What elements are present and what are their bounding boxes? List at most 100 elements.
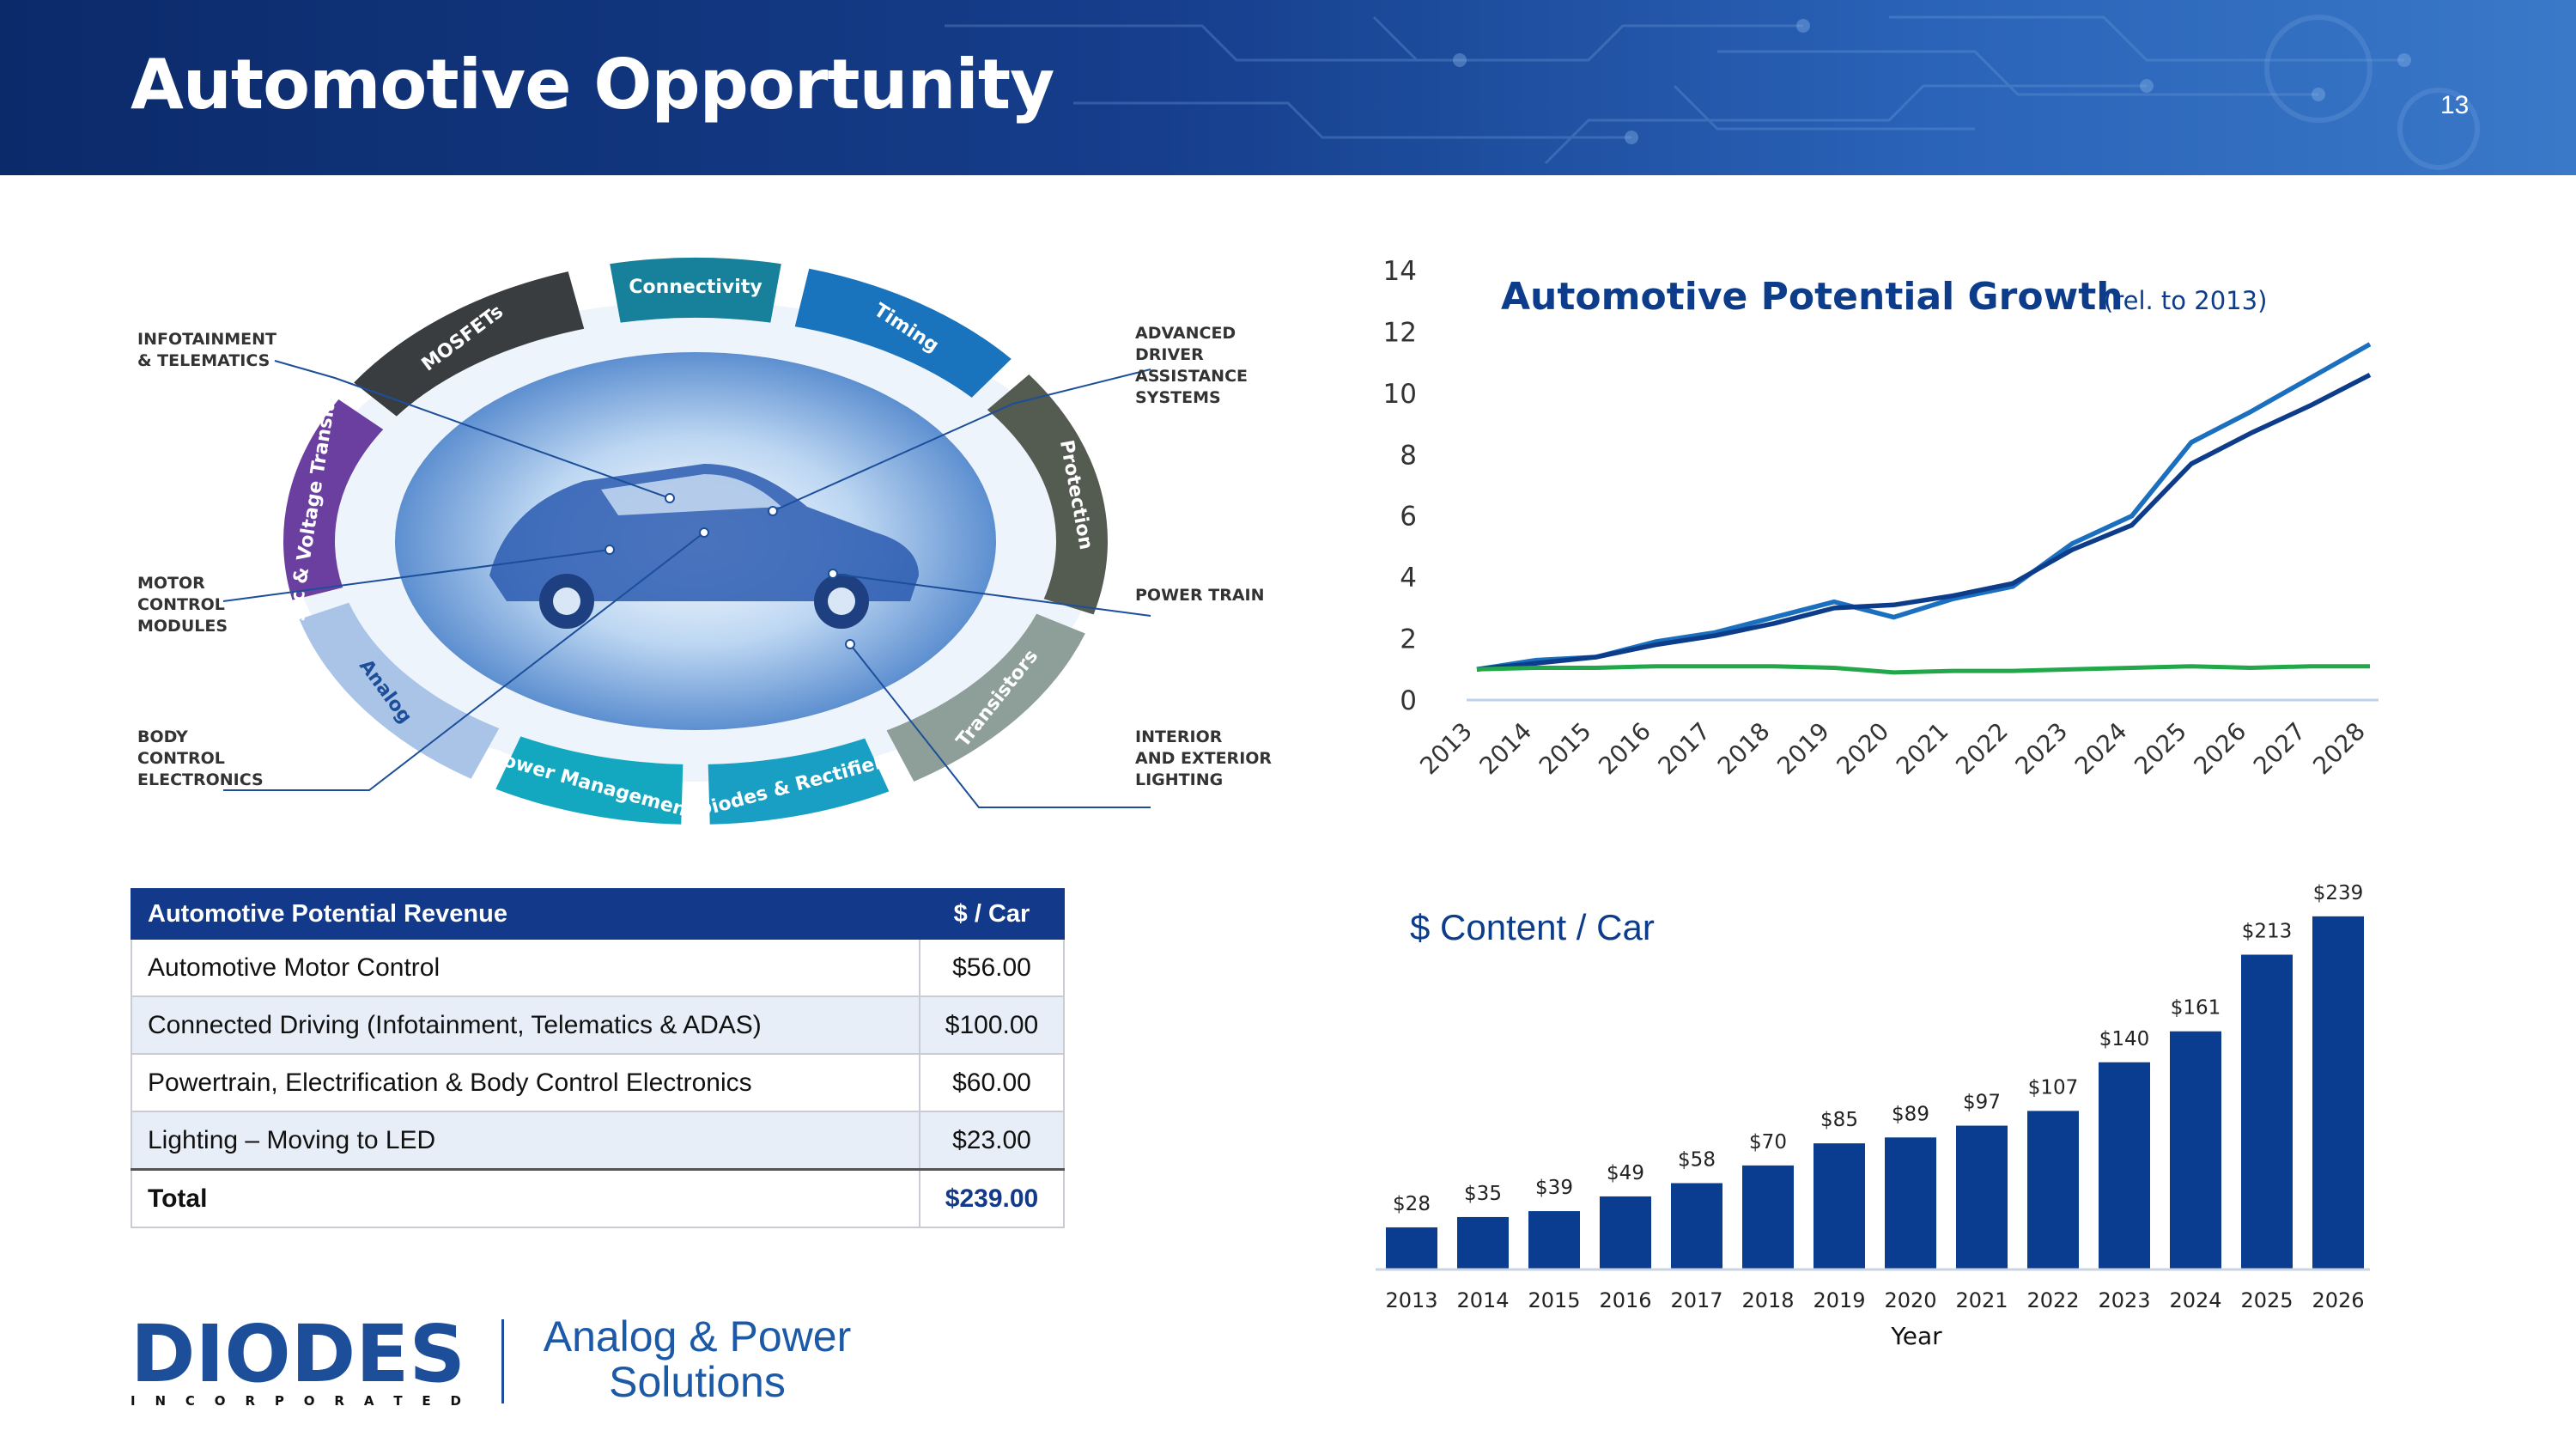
x-tick-label: 2020: [1884, 1288, 1936, 1312]
logo-brand: DIODES: [131, 1314, 465, 1400]
logo-separator: [501, 1319, 504, 1403]
x-tick-label: 2020: [1832, 717, 1895, 781]
revenue-table: Automotive Potential Revenue $ / Car Aut…: [131, 888, 1065, 1228]
tagline-line-2: Solutions: [609, 1358, 786, 1406]
wheel-label-connectivity: Connectivity: [629, 277, 762, 298]
table-row: Automotive Motor Control $56.00: [131, 938, 1065, 997]
growth-chart-subtitle: (rel. to 2013): [2104, 286, 2267, 315]
x-tick-label: 2021: [1891, 717, 1954, 781]
callout-powertrain: POWER TRAIN: [1135, 586, 1265, 605]
y-tick-label: 6: [1400, 502, 1417, 533]
bar-data-label: $49: [1607, 1162, 1644, 1184]
content-chart-xlabel: Year: [1890, 1322, 1942, 1350]
x-tick-label: 2023: [2010, 717, 2074, 781]
x-tick-label: 2024: [2169, 1288, 2221, 1312]
bar-data-label: $89: [1892, 1103, 1929, 1125]
row-name: Connected Driving (Infotainment, Telemat…: [131, 995, 920, 1055]
revenue-header-name: Automotive Potential Revenue: [131, 888, 920, 940]
bar: [1386, 1227, 1437, 1269]
bar: [1814, 1143, 1865, 1269]
table-row: Lighting – Moving to LED $23.00: [131, 1111, 1065, 1171]
wheel-segment-transistors: [886, 613, 1085, 782]
page-number: 13: [2440, 91, 2470, 119]
x-tick-label: 2023: [2098, 1288, 2150, 1312]
y-tick-label: 8: [1400, 440, 1417, 471]
slide-title: Automotive Opportunity: [131, 45, 1054, 125]
callout-body-control: BODY CONTROL ELECTRONICS: [137, 728, 264, 789]
growth-line-chart: Automotive Potential Growth (rel. to 201…: [1383, 256, 2379, 781]
bar-data-label: $35: [1464, 1183, 1502, 1205]
callout-motor-control: MOTOR CONTROL MODULES: [137, 574, 228, 636]
bar-data-label: $107: [2028, 1076, 2079, 1099]
x-tick-label: 2017: [1653, 717, 1716, 781]
slide-header: Automotive Opportunity 13: [0, 0, 2576, 175]
bar-data-label: $213: [2242, 920, 2293, 942]
bar-data-label: $58: [1678, 1148, 1716, 1171]
x-tick-label: 2022: [1950, 717, 2014, 781]
callout-adas: ADVANCED DRIVER ASSISTANCE SYSTEMS: [1135, 324, 1248, 407]
x-tick-label: 2025: [2129, 717, 2192, 781]
table-row: Connected Driving (Infotainment, Telemat…: [131, 995, 1065, 1055]
series-line-2: [1476, 372, 2372, 673]
x-tick-label: 2024: [2069, 717, 2133, 781]
callout-lines: [222, 360, 1151, 808]
callout-infotainment: INFOTAINMENT & TELEMATICS: [137, 330, 277, 370]
y-tick-label: 2: [1400, 624, 1417, 655]
bar: [2099, 1062, 2150, 1269]
x-tick-label: 2021: [1955, 1288, 2008, 1312]
row-value: $60.00: [919, 1053, 1065, 1112]
x-tick-label: 2026: [2312, 1288, 2364, 1312]
tagline: Analog & Power Solutions: [534, 1314, 860, 1405]
y-tick-label: 14: [1383, 256, 1417, 287]
bar: [1528, 1211, 1580, 1269]
bar-data-label: $39: [1535, 1177, 1573, 1199]
bar-data-label: $140: [2099, 1028, 2150, 1050]
bar-data-label: $161: [2171, 997, 2221, 1020]
x-tick-label: 2016: [1599, 1288, 1651, 1312]
series-line-1: [1476, 342, 2372, 673]
row-name: Lighting – Moving to LED: [131, 1111, 920, 1171]
x-tick-label: 2019: [1771, 717, 1835, 781]
bar: [1885, 1137, 1936, 1269]
x-tick-label: 2018: [1712, 717, 1776, 781]
revenue-header-value: $ / Car: [919, 888, 1065, 940]
wheel-segment-logic: [283, 399, 384, 600]
bar-data-label: $85: [1820, 1109, 1858, 1131]
product-wheel-diagram: ConnectivityTimingProtectionTransistorsD…: [222, 258, 1151, 825]
x-tick-label: 2013: [1385, 1288, 1437, 1312]
bar: [2312, 916, 2364, 1269]
bar: [1742, 1165, 1794, 1269]
x-tick-label: 2028: [2307, 717, 2371, 781]
wheel-segment-diodes: [708, 738, 890, 825]
wheel-segment-connectivity: [610, 258, 781, 323]
bar-data-label: $28: [1393, 1193, 1431, 1215]
series-line-3: [1476, 664, 2370, 675]
x-tick-label: 2015: [1534, 717, 1597, 781]
x-tick-label: 2027: [2248, 717, 2312, 781]
table-total-row: Total $239.00: [131, 1168, 1065, 1228]
tagline-line-1: Analog & Power: [543, 1312, 852, 1361]
row-name: Automotive Motor Control: [131, 938, 920, 997]
circuit-background: [945, 15, 2480, 170]
x-tick-label: 2014: [1456, 1288, 1509, 1312]
row-value: $100.00: [919, 995, 1065, 1055]
wheel-segment-timing: [794, 268, 1012, 398]
content-chart-title: $ Content / Car: [1410, 907, 1655, 947]
wheel-segment-power: [495, 736, 683, 825]
bar: [1956, 1125, 2008, 1269]
table-row: Powertrain, Electrification & Body Contr…: [131, 1053, 1065, 1112]
bar: [1671, 1183, 1722, 1269]
bar: [1457, 1216, 1509, 1269]
bar: [2241, 954, 2293, 1269]
diodes-logo: DIODES I N C O R P O R A T E D: [131, 1314, 465, 1409]
bar-data-label: $97: [1963, 1092, 2001, 1114]
x-tick-label: 2016: [1593, 717, 1656, 781]
x-tick-label: 2022: [2026, 1288, 2079, 1312]
content-bar-chart: $ Content / Car $28 2013 $35 2014 $39 2015 $49…: [1376, 882, 2370, 1350]
wheel-segment-analog: [299, 602, 500, 779]
revenue-table-header: Automotive Potential Revenue $ / Car: [131, 888, 1065, 940]
x-tick-label: 2014: [1474, 717, 1538, 781]
row-value: $23.00: [919, 1111, 1065, 1171]
y-tick-label: 0: [1400, 685, 1417, 716]
bar: [2027, 1111, 2079, 1269]
